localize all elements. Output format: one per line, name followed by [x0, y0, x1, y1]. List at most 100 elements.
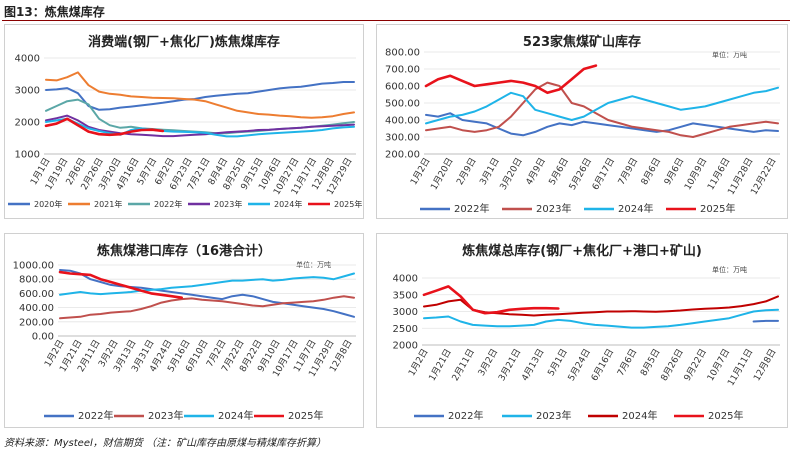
chart-svg: 消费端(钢厂+焦化厂)炼焦煤库存10002000300040001月1日1月19… — [4, 24, 364, 219]
legend-label: 2024年 — [274, 199, 302, 209]
legend-label: 2025年 — [708, 409, 743, 422]
panel-frame — [376, 233, 788, 428]
unit-label: 单位：万吨 — [296, 260, 331, 269]
legend-label: 2024年 — [618, 202, 653, 215]
chart-mine-inventory: 523家焦煤矿山库存单位：万吨 200.00 300.00 400.00 500.00 6… — [376, 24, 788, 219]
series-line-2024年 — [45, 117, 355, 138]
y-tick-label: 600.00 — [385, 82, 420, 93]
y-tick-label: 2000 — [15, 118, 40, 129]
legend-label: 2021年 — [94, 199, 122, 209]
panel-frame — [376, 24, 788, 219]
chart-title: 523家焦煤矿山库存 — [523, 34, 641, 50]
x-tick-label: 1月2日 — [408, 156, 432, 187]
x-tick-label: 10月7日 — [705, 347, 732, 383]
y-tick-label: 4000 — [15, 54, 40, 65]
panel-frame — [4, 24, 364, 219]
y-tick-label: 2500 — [393, 324, 418, 335]
y-tick-label: 3000 — [15, 86, 40, 97]
series-line-2022年 — [59, 269, 355, 318]
x-tick-label: 1月2日 — [406, 347, 430, 378]
series-line-2023年 — [45, 114, 355, 138]
series-line-2025年 — [424, 64, 598, 95]
legend-label: 2025年 — [700, 202, 735, 215]
y-tick-label: 3000 — [393, 307, 418, 318]
series-line-2023年 — [425, 81, 779, 138]
y-tick-label: 4000 — [393, 274, 418, 285]
x-tick-label: 12月8日 — [751, 347, 778, 383]
x-tick-label: 6月16日 — [589, 347, 616, 383]
chart-title: 炼焦煤港口库存（16港合计） — [97, 243, 271, 259]
x-tick-label: 1月21日 — [427, 347, 454, 383]
y-tick-label: 300.00 — [385, 133, 420, 144]
x-tick-label: 7月6日 — [615, 347, 639, 378]
y-tick-label: 2000 — [393, 341, 418, 352]
chart-title: 炼焦煤总库存(钢厂+焦化厂+港口+矿山) — [462, 243, 702, 259]
panel-frame — [4, 233, 364, 428]
y-tick-label: 3500 — [393, 290, 418, 301]
x-tick-label: 6月17日 — [590, 156, 617, 192]
x-tick-label: 3月1日 — [478, 156, 502, 187]
y-tick-label: 400.00 — [385, 116, 420, 127]
series-line-2022年 — [752, 319, 779, 323]
legend-label: 2022年 — [454, 202, 489, 215]
x-tick-label: 4月13日 — [519, 347, 546, 383]
unit-label: 单位：万吨 — [712, 265, 747, 274]
unit-label: 单位：万吨 — [712, 50, 747, 59]
legend-label: 2022年 — [448, 409, 483, 422]
series-line-2020年 — [45, 81, 355, 111]
chart-consumer-inventory: 消费端(钢厂+焦化厂)炼焦煤库存 1000 2000 3000 4000 1月1日 1月19… — [4, 24, 364, 219]
y-tick-label: 500.00 — [385, 99, 420, 110]
series-line-2025年 — [422, 285, 560, 315]
legend-label: 2025年 — [288, 409, 323, 422]
chart-title: 消费端(钢厂+焦化厂)炼焦煤库存 — [88, 34, 280, 50]
series-line-2024年 — [59, 272, 355, 296]
legend-label: 2024年 — [218, 409, 253, 422]
chart-svg: 炼焦煤总库存(钢厂+焦化厂+港口+矿山) 单位：万吨 2000 2500 3000 350… — [376, 233, 788, 428]
chart-svg: 炼焦煤港口库存（16港合计） 单位：万吨 0.00 200.00 400.00 600.0… — [4, 233, 364, 428]
series-line-2023年 — [423, 308, 779, 329]
chart-total-inventory: 炼焦煤总库存(钢厂+焦化厂+港口+矿山) 单位：万吨 2000 2500 3000 350… — [376, 233, 788, 428]
legend-label: 2022年 — [154, 199, 182, 209]
y-tick-label: 200.00 — [385, 150, 420, 161]
series-line-2022年 — [425, 112, 779, 137]
legend-label: 2023年 — [214, 199, 242, 209]
x-tick-label: 3月21日 — [496, 347, 523, 383]
x-tick-label: 8月6日 — [639, 156, 663, 187]
y-tick-label: 800.00 — [385, 48, 420, 59]
y-tick-label: 700.00 — [385, 65, 420, 76]
source-note: 资料来源：Mysteel，财信期货 （注：矿山库存由原煤与精煤库存折算） — [4, 438, 326, 449]
x-tick-label: 7月9日 — [616, 156, 640, 187]
series-line-2021年 — [45, 71, 355, 119]
x-tick-label: 8月5日 — [638, 347, 662, 378]
x-tick-label: 5月1日 — [546, 347, 570, 378]
legend-label: 2022年 — [78, 409, 113, 422]
y-tick-label: 200.00 — [19, 317, 54, 328]
x-tick-label: 5月6日 — [547, 156, 571, 187]
y-tick-label: 600.00 — [19, 289, 54, 300]
x-tick-label: 8月26日 — [659, 347, 686, 383]
figure-title: 图13：炼焦煤库存 — [4, 5, 105, 19]
x-tick-label: 9月6日 — [662, 156, 686, 187]
x-tick-label: 1月20日 — [429, 156, 456, 192]
x-tick-label: 2月9日 — [454, 156, 478, 187]
series-line-2024年 — [423, 295, 779, 317]
x-tick-label: 2月11日 — [450, 347, 477, 383]
title-divider — [2, 20, 790, 21]
y-tick-label: 1000.00 — [13, 261, 54, 272]
legend-label: 2023年 — [536, 409, 571, 422]
legend-label: 2020年 — [34, 199, 62, 209]
y-tick-label: 1000 — [15, 150, 40, 161]
y-tick-label: 800.00 — [19, 275, 54, 286]
legend-label: 2025年 — [334, 199, 362, 209]
series-line-2025年 — [58, 270, 183, 299]
series-line-2024年 — [425, 86, 779, 125]
legend-label: 2023年 — [536, 202, 571, 215]
x-tick-label: 5月24日 — [566, 347, 593, 383]
legend-label: 2023年 — [148, 409, 183, 422]
x-tick-label: 3月2日 — [476, 347, 500, 378]
x-tick-label: 9月22日 — [682, 347, 709, 383]
legend-label: 2024年 — [622, 409, 657, 422]
series-line-2023年 — [59, 295, 355, 320]
y-tick-label: 400.00 — [19, 303, 54, 314]
